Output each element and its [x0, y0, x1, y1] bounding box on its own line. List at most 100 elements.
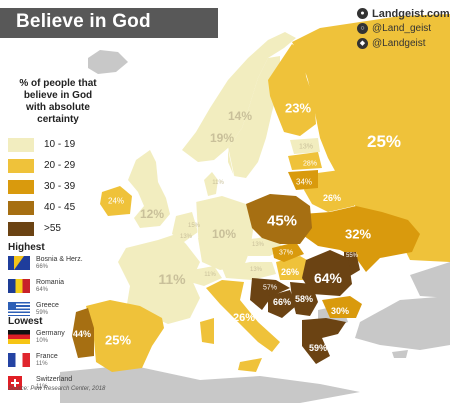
lowest-item: France 11%: [8, 353, 103, 376]
country-name: Greece: [36, 302, 59, 309]
map-value-austria: 13%: [249, 267, 263, 273]
legend-swatch: [8, 221, 34, 236]
map-value-italy: 26%: [232, 312, 256, 324]
legend-title-line: with absolute: [26, 102, 90, 113]
country-value: 11%: [36, 361, 48, 367]
map-value-estonia: 13%: [298, 143, 314, 151]
map-value-spain: 25%: [104, 332, 132, 348]
map-value-denmark: 11%: [212, 180, 224, 186]
legend-label: 30 - 39: [44, 181, 76, 192]
lowest-list: Germany 10% France 11% Switzerland 11%: [8, 330, 103, 399]
sweden-shape: [228, 56, 280, 178]
legend-label: 20 - 29: [44, 160, 76, 171]
denmark-shape: [204, 172, 218, 196]
legend-swatch: [8, 179, 34, 194]
rank-text: Germany 10%: [36, 330, 65, 345]
benelux-shape: [172, 212, 198, 242]
legend-label: >55: [44, 223, 61, 234]
map-value-norway: 14%: [227, 109, 253, 123]
portugal-shape: [72, 308, 94, 358]
legend-row: 10 - 19: [8, 134, 108, 155]
branding-block: ● Landgeist.com ○ @Land_geist ◆ @Landgei…: [357, 6, 450, 51]
title-banner: Believe in God: [0, 8, 218, 38]
legend-title-line: % of people that: [19, 78, 97, 89]
legend-row: >55: [8, 218, 108, 239]
country-name: Germany: [36, 330, 65, 337]
lowest-item: Germany 10%: [8, 330, 103, 353]
brand-reddit-row[interactable]: ◆ @Landgeist: [357, 36, 450, 51]
legend-swatch: [8, 137, 34, 152]
map-value-bulgaria: 30%: [330, 306, 350, 316]
germany-shape: [196, 196, 254, 270]
ireland-shape: [100, 186, 132, 216]
country-name: Romania: [36, 279, 65, 286]
legend-rows: 10 - 19 20 - 29 30 - 39 40 - 45 >55: [8, 134, 108, 239]
flag-germany-icon: [8, 330, 30, 344]
map-value-greece: 59%: [308, 343, 328, 353]
map-value-slovakia: 37%: [278, 249, 294, 257]
map-value-romania: 64%: [313, 270, 343, 286]
map-value-united-kingdom: 12%: [139, 207, 165, 221]
country-name: Bosnia & Herz.: [36, 256, 83, 263]
turkey-shape: [355, 296, 450, 350]
bosnia-shape: [268, 290, 296, 318]
highest-heading: Highest: [8, 242, 45, 253]
country-name: Switzerland: [36, 376, 73, 383]
highest-item: Greece 59%: [8, 302, 103, 325]
map-value-poland: 45%: [266, 212, 298, 230]
map-value-russia: 25%: [366, 132, 402, 151]
north-africa-shape: [60, 365, 360, 403]
map-value-bosnia: 66%: [272, 297, 292, 307]
flag-greece-icon: [8, 302, 30, 316]
country-value: 59%: [36, 310, 49, 316]
slovakia-shape: [272, 242, 304, 262]
map-value-ireland: 24%: [107, 196, 125, 206]
bulgaria-shape: [322, 296, 362, 318]
poland-shape: [246, 194, 312, 244]
legend-row: 40 - 45: [8, 197, 108, 218]
rank-text: Romania 64%: [36, 279, 64, 294]
map-value-switzerland: 11%: [204, 272, 216, 278]
norway-shape: [182, 32, 296, 162]
iceland-shape: [88, 50, 128, 74]
flag-switzerland-icon: [8, 376, 22, 390]
legend-title: % of people that believe in God with abs…: [8, 78, 108, 126]
highest-list: Bosnia & Herz. 66% Romania 64% Greece 59%: [8, 256, 103, 325]
source-note: Source: Pew Research Center, 2018: [8, 386, 106, 392]
cyprus-shape: [392, 350, 408, 358]
serbia-shape: [290, 282, 318, 316]
map-title: Believe in God: [16, 11, 151, 32]
lowest-heading: Lowest: [8, 316, 43, 327]
map-value-france: 11%: [158, 271, 186, 287]
map-value-portugal: 44%: [72, 329, 92, 339]
brand-instagram-row[interactable]: ○ @Land_geist: [357, 21, 450, 36]
rank-text: France 11%: [36, 353, 58, 368]
ukraine-shape: [302, 206, 420, 272]
flag-romania-icon: [8, 279, 30, 293]
map-value-sweden: 19%: [209, 131, 235, 145]
legend-row: 30 - 39: [8, 176, 108, 197]
flag-bosnia-icon: [8, 256, 30, 270]
france-shape: [118, 234, 200, 324]
globe-icon: ●: [357, 8, 368, 19]
brand-site-row[interactable]: ● Landgeist.com: [357, 6, 450, 21]
flag-france-icon: [8, 353, 30, 367]
lithuania-shape: [288, 170, 318, 190]
map-value-netherlands: 15%: [187, 223, 201, 229]
russia-shape: [292, 14, 450, 262]
legend-title-line: believe in God: [23, 90, 93, 101]
map-value-latvia: 28%: [302, 160, 318, 168]
caucasus-shape: [410, 262, 450, 298]
greece-shape: [302, 318, 346, 364]
latvia-shape: [288, 152, 322, 170]
legend-label: 10 - 19: [44, 139, 76, 150]
country-value: 64%: [36, 287, 49, 293]
legend: % of people that believe in God with abs…: [8, 78, 108, 239]
map-value-serbia: 58%: [294, 294, 314, 304]
rank-text: Greece 59%: [36, 302, 59, 317]
map-value-lithuania: 34%: [295, 177, 313, 187]
highest-item: Romania 64%: [8, 279, 103, 302]
map-value-croatia: 57%: [262, 284, 278, 292]
map-value-germany: 10%: [211, 227, 237, 241]
